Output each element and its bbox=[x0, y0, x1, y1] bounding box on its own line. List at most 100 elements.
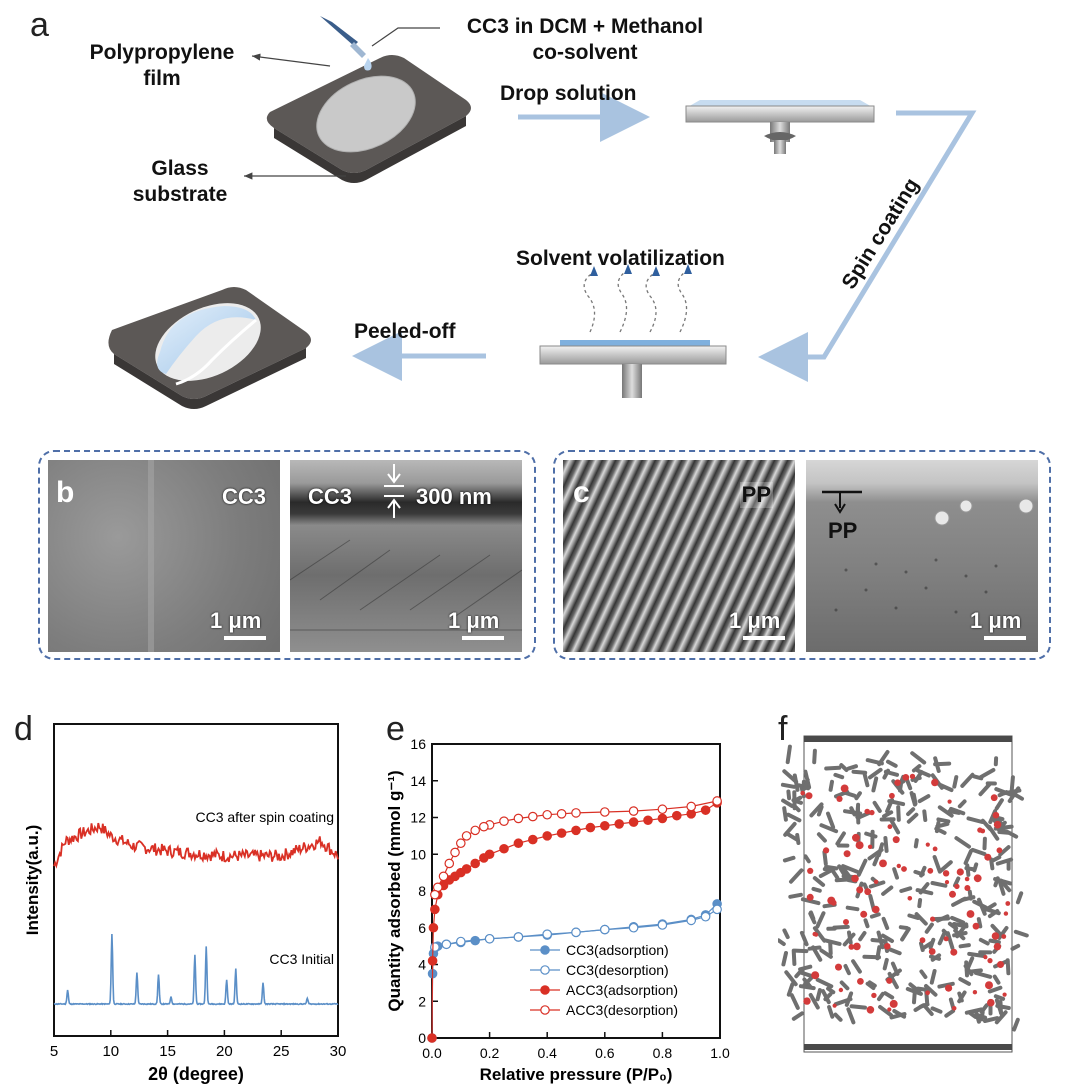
bond bbox=[1010, 943, 1021, 951]
bond bbox=[997, 926, 1009, 940]
data-point bbox=[712, 796, 722, 806]
bond bbox=[947, 921, 959, 931]
bond bbox=[960, 772, 975, 788]
bond bbox=[832, 924, 850, 930]
bond bbox=[782, 806, 788, 822]
bond bbox=[843, 964, 851, 976]
atom bbox=[987, 998, 995, 1007]
bond bbox=[841, 864, 860, 874]
atom bbox=[807, 867, 814, 874]
solution-leader bbox=[371, 27, 440, 47]
atom bbox=[954, 883, 960, 890]
atom bbox=[869, 809, 875, 816]
bond bbox=[975, 1013, 988, 1020]
bond bbox=[967, 951, 987, 959]
bond bbox=[890, 961, 900, 976]
xrd-chart: 5 10 15 20 25 30 2θ (degree) Intensity(a.u.) CC3… bbox=[23, 723, 346, 1084]
bond bbox=[786, 982, 795, 997]
atom bbox=[864, 808, 870, 815]
atom bbox=[889, 999, 898, 1008]
legend-label: CC3(desorption) bbox=[566, 962, 669, 978]
bond bbox=[911, 764, 922, 773]
bond bbox=[812, 748, 817, 765]
data-point bbox=[441, 939, 452, 950]
glass-substrate-top bbox=[266, 55, 471, 183]
x-tick-label: 20 bbox=[216, 1043, 233, 1060]
atom bbox=[871, 992, 877, 999]
data-point bbox=[585, 822, 596, 833]
bond bbox=[862, 772, 870, 788]
panel-e-letter: e bbox=[386, 710, 405, 748]
bond bbox=[936, 817, 951, 824]
bond bbox=[972, 774, 984, 781]
data-point bbox=[470, 858, 480, 869]
atom bbox=[996, 847, 1003, 854]
bond bbox=[1004, 829, 1019, 839]
bond bbox=[882, 957, 889, 971]
sem-b-surface: b CC3 1 μm bbox=[48, 460, 280, 652]
bond bbox=[837, 864, 850, 882]
x-tick-label: 0.0 bbox=[422, 1045, 442, 1061]
y-axis-label: Intensity(a.u.) bbox=[23, 825, 42, 936]
bond bbox=[799, 930, 809, 947]
x-axis-label: 2θ (degree) bbox=[148, 1064, 244, 1084]
atom bbox=[964, 876, 970, 882]
bond bbox=[889, 1012, 907, 1020]
data-point bbox=[600, 807, 610, 817]
isotherm-chart: 0.0 0.2 0.4 0.6 0.8 1.0 0 2 4 6 8 10 12 14 16 Relative … bbox=[385, 736, 730, 1084]
bond bbox=[885, 797, 894, 814]
film-leader bbox=[251, 53, 331, 67]
bond bbox=[954, 836, 971, 849]
x-tick-label: 5 bbox=[50, 1043, 58, 1060]
bond bbox=[907, 913, 920, 920]
data-point bbox=[499, 843, 509, 854]
bond bbox=[919, 941, 925, 952]
bond bbox=[815, 911, 826, 929]
bond bbox=[855, 802, 861, 819]
atom bbox=[892, 836, 900, 844]
atom bbox=[851, 874, 859, 883]
data-point bbox=[513, 838, 524, 849]
bond bbox=[922, 1003, 934, 1016]
bond bbox=[958, 977, 971, 986]
atom bbox=[951, 1006, 957, 1011]
atom bbox=[800, 790, 805, 796]
panel-d-letter: d bbox=[14, 710, 33, 748]
bond bbox=[849, 1004, 867, 1010]
sem-b-thickness: 300 nm bbox=[416, 484, 492, 509]
data-point bbox=[700, 911, 711, 922]
legend-marker bbox=[540, 965, 550, 975]
atom bbox=[864, 888, 872, 896]
atom bbox=[894, 779, 901, 786]
atom bbox=[930, 916, 936, 922]
bond bbox=[780, 782, 796, 789]
bond bbox=[823, 992, 833, 1002]
atom bbox=[857, 978, 864, 985]
atom bbox=[944, 880, 950, 885]
bond bbox=[799, 970, 814, 979]
bond bbox=[877, 991, 885, 1002]
atom bbox=[836, 795, 843, 802]
bond bbox=[835, 831, 846, 846]
bond bbox=[881, 916, 890, 930]
data-point bbox=[456, 838, 466, 849]
bond bbox=[876, 842, 885, 858]
atom bbox=[947, 799, 952, 804]
bond bbox=[994, 1010, 1008, 1025]
bond bbox=[888, 817, 901, 835]
atom bbox=[950, 948, 958, 956]
y-tick-label: 12 bbox=[410, 810, 426, 826]
bond bbox=[785, 744, 792, 765]
atom bbox=[993, 820, 1002, 829]
bond bbox=[933, 761, 952, 767]
x-axis-label: Relative pressure (P/P₀) bbox=[480, 1065, 673, 1084]
bond bbox=[867, 980, 877, 988]
bond bbox=[945, 931, 955, 950]
bond bbox=[828, 779, 834, 792]
bond bbox=[987, 985, 1003, 994]
bond bbox=[952, 775, 959, 789]
data-point bbox=[600, 820, 610, 831]
panel-f-letter: f bbox=[778, 710, 788, 748]
data-point bbox=[571, 825, 581, 836]
